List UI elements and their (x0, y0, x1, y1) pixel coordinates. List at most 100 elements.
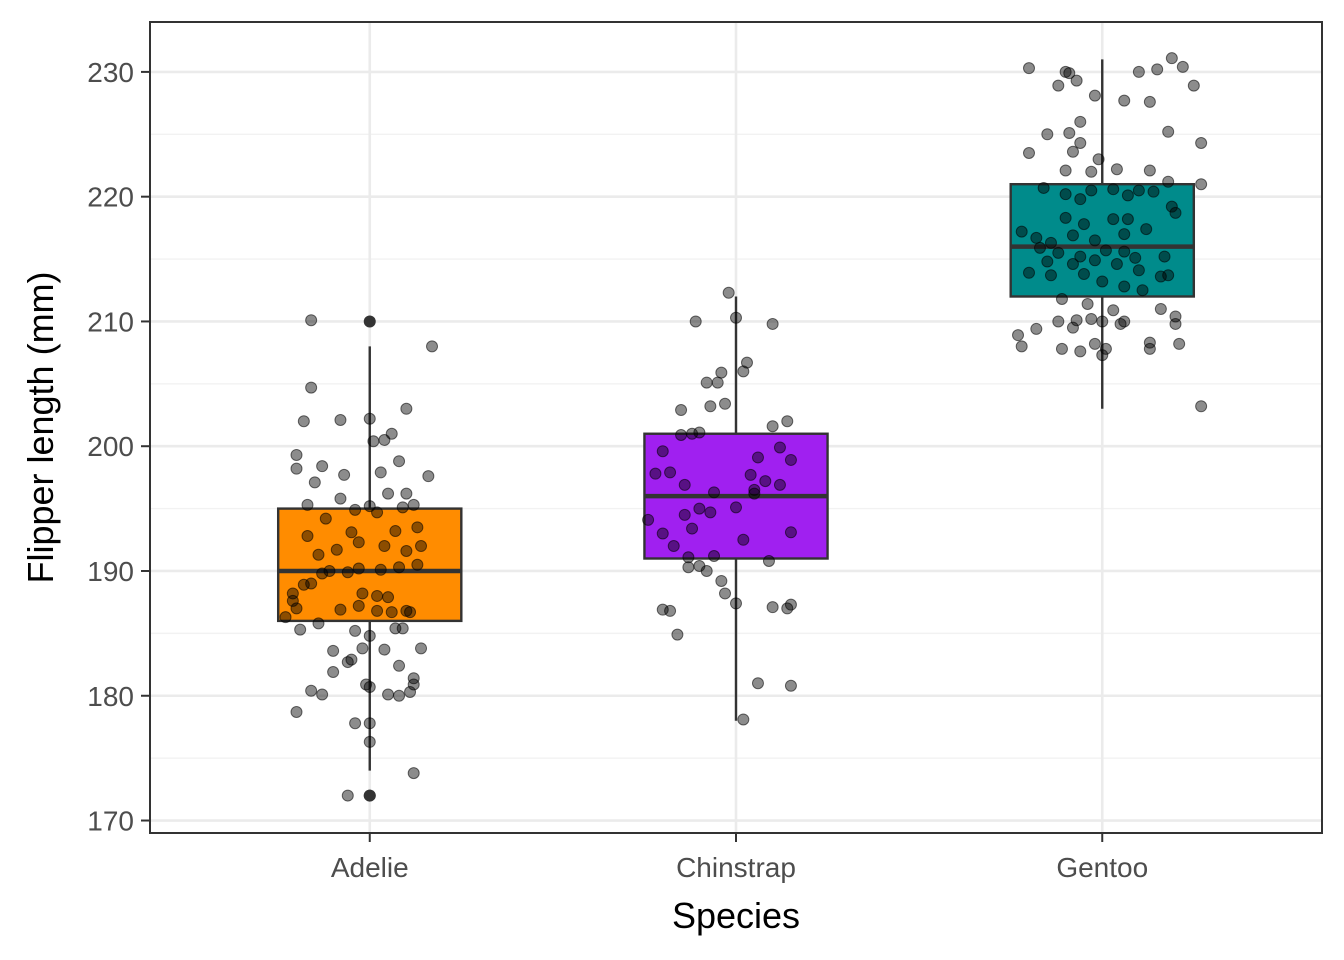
data-point (301, 498, 314, 511)
data-point (704, 400, 717, 413)
data-point (751, 677, 764, 690)
data-point (382, 591, 395, 604)
data-point (356, 587, 369, 600)
data-point (711, 376, 724, 389)
data-point (345, 526, 358, 539)
data-point (1099, 342, 1112, 355)
data-point (400, 487, 413, 500)
data-point (378, 643, 391, 656)
data-point (1096, 275, 1109, 288)
y-tick-label: 180 (87, 681, 134, 712)
data-point (1063, 67, 1076, 80)
data-point (766, 317, 779, 330)
data-point (305, 684, 318, 697)
data-point (762, 555, 775, 568)
data-point (301, 530, 314, 543)
data-point (737, 365, 750, 378)
data-point (1114, 317, 1127, 330)
data-point (1012, 329, 1025, 342)
data-point (678, 508, 691, 521)
data-point (323, 564, 336, 577)
data-point (1085, 312, 1098, 325)
data-point (393, 659, 406, 672)
data-point (1085, 184, 1098, 197)
data-point (1055, 292, 1068, 305)
data-point (766, 420, 779, 433)
data-point (385, 427, 398, 440)
data-point (404, 686, 417, 699)
data-point (1023, 147, 1035, 160)
data-point (356, 642, 369, 655)
data-point (1063, 127, 1076, 140)
data-point (396, 501, 409, 514)
data-point (1143, 164, 1156, 177)
data-point (1088, 254, 1101, 267)
data-point (730, 311, 742, 324)
data-point (1195, 137, 1208, 150)
data-point (415, 642, 428, 655)
data-point (1030, 231, 1043, 244)
data-point (730, 501, 742, 514)
data-point (422, 470, 435, 483)
data-point (305, 577, 318, 590)
data-point (327, 666, 340, 679)
data-point (708, 550, 721, 563)
data-point (1143, 95, 1156, 108)
y-axis: 170 180 190 200 210 220 230 (87, 57, 150, 837)
data-point (1147, 185, 1160, 198)
data-point (1107, 183, 1120, 196)
data-point (1030, 322, 1043, 335)
data-point (1154, 302, 1167, 315)
data-point (363, 500, 376, 513)
y-tick-label: 210 (87, 306, 134, 337)
data-point (773, 441, 786, 454)
y-tick-label: 200 (87, 431, 134, 462)
data-point (708, 486, 721, 499)
data-point (671, 628, 684, 641)
data-point (393, 455, 406, 468)
data-point (1088, 234, 1101, 247)
data-point (1023, 62, 1035, 75)
data-point (385, 606, 398, 619)
data-point (349, 503, 362, 516)
data-point (1132, 184, 1145, 197)
data-point (1110, 163, 1123, 176)
data-point (664, 604, 677, 617)
x-axis: Adelie Chinstrap Gentoo (331, 833, 1148, 883)
data-point (715, 366, 728, 379)
data-point (689, 315, 702, 328)
data-point (338, 468, 351, 481)
data-point (363, 735, 376, 748)
data-point (784, 526, 797, 539)
data-point (1077, 268, 1090, 281)
data-point (279, 611, 292, 624)
data-point (1165, 52, 1178, 65)
data-point (700, 376, 713, 389)
data-point (1165, 200, 1178, 213)
data-point (1066, 229, 1079, 242)
data-point (407, 767, 420, 780)
data-point (642, 513, 655, 526)
data-point (1132, 264, 1145, 277)
data-point (411, 558, 424, 571)
y-tick-label: 170 (87, 806, 134, 837)
outlier-points (363, 315, 376, 802)
data-point (686, 522, 699, 535)
data-point (382, 688, 395, 701)
data-point (407, 498, 420, 511)
data-point (1162, 269, 1175, 282)
data-point (294, 623, 307, 636)
data-point (1066, 321, 1079, 334)
data-point (1143, 342, 1156, 355)
data-point (1129, 251, 1142, 264)
data-point (363, 717, 376, 730)
data-point (367, 435, 380, 448)
data-point (1052, 79, 1065, 92)
data-point (1096, 315, 1109, 328)
data-point (675, 428, 688, 441)
data-point (1169, 206, 1182, 219)
data-point (290, 448, 303, 461)
data-point (730, 597, 742, 610)
data-point (740, 356, 753, 369)
